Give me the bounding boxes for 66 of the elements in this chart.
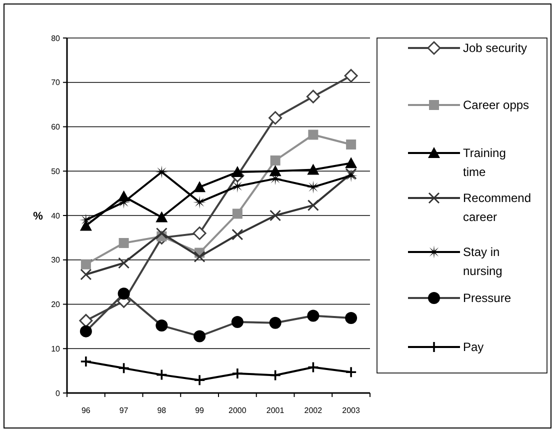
point (269, 165, 282, 176)
point (192, 226, 206, 240)
point (270, 210, 282, 222)
point (194, 374, 206, 386)
point (80, 268, 92, 280)
x-tick-label: 2003 (342, 406, 361, 415)
y-tick-label: 40 (51, 211, 61, 220)
legend-label: Stay in nursing (463, 245, 502, 278)
point (344, 169, 358, 182)
point (193, 196, 206, 209)
legend-label: Career opps (463, 98, 530, 112)
point (307, 200, 319, 212)
point (307, 361, 320, 374)
point (231, 166, 244, 178)
legend-label: Job security (463, 41, 528, 56)
y-tick-label: 60 (51, 122, 61, 132)
point (232, 208, 242, 219)
point (156, 228, 168, 239)
point (345, 168, 357, 180)
point (345, 366, 357, 378)
point (346, 140, 356, 150)
x-tick-label: 98 (157, 406, 167, 415)
y-tick-label: 10 (51, 344, 61, 354)
y-tick-label: 50 (51, 166, 61, 176)
y-tick-label: 30 (51, 256, 61, 265)
point (306, 90, 320, 104)
point (118, 238, 129, 248)
point (79, 314, 93, 328)
x-tick-label: 2002 (304, 406, 323, 415)
point (269, 369, 282, 382)
legend-label: Pressure (463, 291, 512, 306)
point (80, 220, 92, 231)
point (117, 196, 130, 209)
y-tick-label: 80 (51, 34, 61, 43)
x-tick-label: 2001 (266, 406, 285, 415)
point (232, 228, 244, 240)
point (308, 130, 318, 140)
point (118, 257, 130, 269)
point (230, 180, 244, 193)
legend-label: Training time (463, 146, 506, 180)
point (345, 157, 358, 168)
legend-label: Recommend career (463, 191, 532, 224)
y-axis-title: % (33, 210, 44, 222)
point (232, 368, 244, 380)
legend-label: Pay (463, 340, 484, 354)
y-tick-label: 70 (51, 78, 61, 88)
point (156, 211, 168, 222)
point (194, 181, 206, 192)
x-tick-label: 2000 (228, 406, 247, 415)
point (80, 356, 92, 368)
point (270, 155, 280, 166)
point (156, 368, 168, 381)
x-tick-label: 96 (81, 406, 91, 415)
point (79, 213, 92, 226)
y-tick-label: 0 (56, 388, 61, 398)
x-tick-label: 97 (119, 406, 129, 415)
point (268, 111, 282, 125)
point (80, 259, 91, 270)
point (118, 362, 130, 374)
point (306, 180, 320, 194)
point (155, 166, 168, 179)
point (194, 251, 206, 263)
x-tick-label: 99 (195, 406, 205, 415)
point (307, 164, 320, 175)
y-tick-label: 20 (51, 300, 61, 310)
point (344, 68, 358, 82)
